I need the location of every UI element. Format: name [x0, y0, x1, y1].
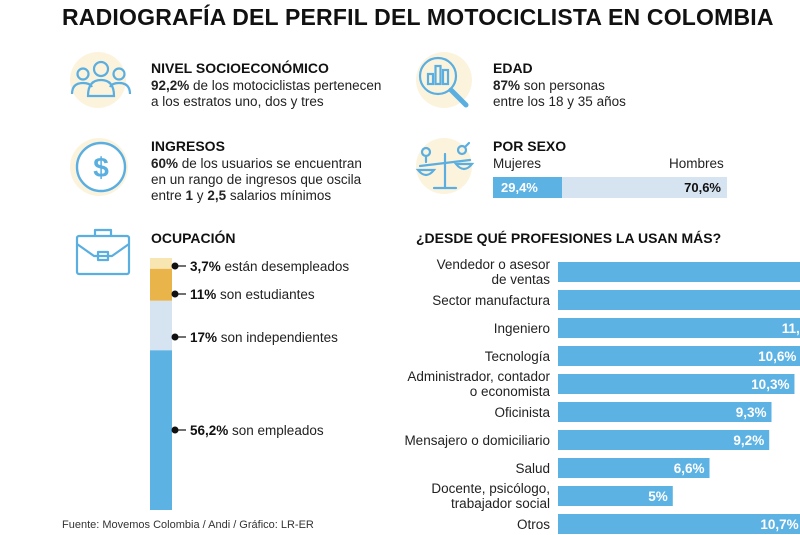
page-title: RADIOGRAFÍA DEL PERFIL DEL MOTOCICLISTA … — [62, 4, 774, 30]
dollar-coin-icon: $ — [75, 141, 127, 193]
ocupacion-label: 11% son estudiantes — [190, 287, 315, 302]
edad-heading: EDAD — [493, 60, 533, 76]
profesion-label: Vendedor o asesor — [437, 257, 551, 272]
profesiones-heading: ¿DESDE QUÉ PROFESIONES LA USAN MÁS? — [416, 230, 722, 246]
magnifier-chart-icon — [418, 56, 469, 108]
ocupacion-chart: 3,7% están desempleados 11% son estudiant… — [150, 258, 349, 510]
profesion-bar — [558, 318, 800, 338]
edad-highlight: 87% — [493, 78, 521, 93]
profesion-value: 10,6% — [758, 349, 796, 364]
gender-bar-male — [561, 177, 727, 198]
profesion-label: Mensajero o domiciliario — [404, 433, 550, 448]
gender-bar: 29,4% 70,6% — [493, 177, 727, 198]
sexo-label-f: Mujeres — [493, 156, 542, 171]
gender-bar-female — [493, 177, 562, 198]
edad-line2: entre los 18 y 35 años — [493, 94, 626, 109]
ingresos-line3: entre 1 y 2,5 salarios mínimos — [151, 188, 332, 203]
profesion-bar — [558, 430, 770, 450]
profesion-label: Oficinista — [494, 405, 550, 420]
profesion-bar — [558, 514, 800, 534]
socio-text: 92,2% de los motociclistas pertenecen a … — [151, 78, 401, 110]
ocupacion-segment — [150, 300, 172, 351]
profesion-value: 9,3% — [736, 405, 767, 420]
profesion-value: 6,6% — [674, 461, 705, 476]
profesion-label: de ventas — [491, 272, 550, 287]
profesion-value: 10,3% — [751, 377, 789, 392]
ingresos-heading: INGRESOS — [151, 138, 225, 154]
ingresos-text: 60% de los usuarios se encuentran en un … — [151, 156, 411, 204]
profesion-label: Salud — [515, 461, 550, 476]
edad-line1: son personas — [520, 78, 605, 93]
profesion-label: Ingeniero — [494, 321, 550, 336]
socio-highlight: 92,2% — [151, 78, 190, 93]
profesion-value: 11,6% — [782, 321, 800, 336]
socio-heading: NIVEL SOCIOECONÓMICO — [151, 60, 329, 76]
ocupacion-label: 17% son independientes — [190, 330, 338, 345]
socio-line1: de los motociclistas pertenecen — [189, 78, 382, 93]
sexo-label-m: Hombres — [669, 156, 724, 171]
ingresos-line2: en un rango de ingresos que oscila — [151, 172, 362, 187]
ocupacion-segment — [150, 268, 172, 301]
ocupacion-heading: OCUPACIÓN — [151, 230, 236, 246]
sexo-heading: POR SEXO — [493, 138, 567, 154]
profesion-bar — [558, 486, 673, 506]
profesion-label: Sector manufactura — [432, 293, 550, 308]
edad-text: 87% son personas entre los 18 y 35 años — [493, 78, 743, 110]
profesion-label: Administrador, contador — [407, 369, 550, 384]
profesion-value: 9,2% — [733, 433, 764, 448]
profesion-label: Otros — [517, 517, 550, 532]
people-group-icon — [70, 60, 132, 98]
ocupacion-label: 56,2% son empleados — [190, 423, 324, 438]
gender-label-male-value: 70,6% — [684, 180, 721, 195]
profesion-bar — [558, 262, 800, 282]
ingresos-highlight: 60% — [151, 156, 179, 171]
profesion-label: Tecnología — [485, 349, 551, 364]
profesion-bar — [558, 346, 800, 366]
gender-label-female-value: 29,4% — [501, 180, 538, 195]
profesion-bar — [558, 458, 710, 478]
socio-line2: a los estratos uno, dos y tres — [151, 94, 324, 109]
ingresos-line1: de los usuarios se encuentran — [178, 156, 362, 171]
profesion-label: o economista — [470, 384, 551, 399]
svg-text:$: $ — [93, 152, 109, 183]
profesion-label: trabajador social — [451, 496, 550, 511]
profesion-value: 5% — [648, 489, 668, 504]
profesion-bar — [558, 402, 772, 422]
balance-scale-icon — [415, 141, 475, 190]
briefcase-icon — [75, 228, 131, 276]
ocupacion-label: 3,7% están desempleados — [190, 259, 349, 274]
profesion-value: 10,7% — [760, 517, 798, 532]
profesion-bar — [558, 290, 800, 310]
source-note: Fuente: Movemos Colombia / Andi / Gráfic… — [62, 519, 314, 531]
profesion-bar — [558, 374, 795, 394]
ocupacion-segment — [150, 258, 172, 269]
profesion-label: Docente, psicólogo, — [431, 481, 550, 496]
ocupacion-segment — [150, 350, 172, 510]
